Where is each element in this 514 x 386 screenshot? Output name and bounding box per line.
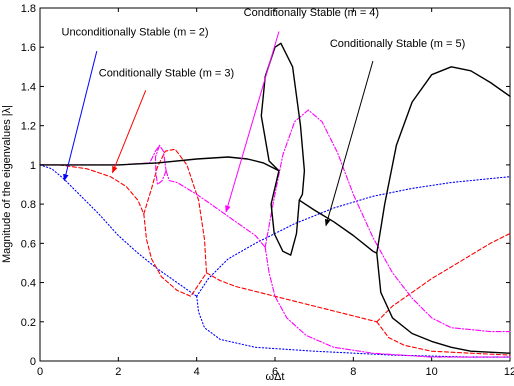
y-tick-label: 0.8 — [21, 199, 36, 211]
annotation-arrow — [63, 51, 98, 182]
annotation-label: Conditionally Stable (m = 4) — [244, 7, 379, 19]
annotation-arrow — [111, 90, 147, 174]
y-tick-label: 0.2 — [21, 317, 36, 329]
annotation-label: Conditionally Stable (m = 3) — [99, 68, 234, 80]
series-0-branch-2 — [196, 295, 511, 358]
series-1-branch-5 — [376, 321, 511, 356]
series-1-branch-2 — [143, 213, 208, 297]
x-tick-label: 2 — [115, 366, 121, 378]
y-tick-label: 1.4 — [21, 81, 36, 93]
series-2-branch-4 — [264, 246, 511, 358]
series-1-branch-3 — [205, 272, 378, 323]
series-3-branch-4 — [376, 66, 511, 254]
x-tick-label: 8 — [350, 366, 356, 378]
series-2-branch-2 — [165, 170, 266, 248]
y-tick-label: 1.8 — [21, 3, 36, 15]
series-3-branch-2 — [270, 170, 300, 256]
y-tick-label: 0.6 — [21, 238, 36, 250]
axis-ticks: 0 2 4 6 8 10 12 0 0.2 0.4 0.6 0.8 1 1.2 1.4 1.6 1.8 — [21, 3, 514, 378]
y-tick-label: 1.2 — [21, 121, 36, 133]
series-1-branch-1 — [143, 148, 208, 274]
annotation-arrow — [324, 60, 374, 227]
series-3-branch-1 — [260, 42, 306, 201]
annotation-arrow — [225, 31, 280, 213]
series-3-branch-5 — [376, 252, 511, 354]
x-tick-label: 6 — [272, 366, 278, 378]
annotation-label: Unconditionally Stable (m = 2) — [62, 26, 209, 38]
x-axis-title: ωΔt — [266, 371, 285, 383]
series-2-branch-3 — [264, 109, 511, 333]
x-tick-label: 12 — [504, 366, 514, 378]
x-tick-label: 4 — [194, 366, 200, 378]
series-1-branch-4 — [376, 232, 511, 323]
y-tick-label: 0 — [30, 356, 36, 368]
annotation-label: Conditionally Stable (m = 5) — [330, 38, 465, 50]
series-3-branch-3 — [298, 199, 378, 254]
x-tick-label: 0 — [37, 366, 43, 378]
y-axis-title: Magnitude of the eigenvalues |λ| — [1, 105, 13, 263]
series-group — [39, 42, 511, 358]
series-3-branch-0 — [39, 156, 280, 172]
y-tick-label: 1.6 — [21, 42, 36, 54]
annotation-group: Unconditionally Stable (m = 2) Conditiona… — [62, 7, 465, 227]
series-0-branch-1 — [196, 176, 511, 297]
series-0-branch-0 — [39, 164, 198, 297]
y-tick-label: 1 — [30, 160, 36, 172]
y-tick-label: 0.4 — [21, 278, 36, 290]
x-tick-label: 10 — [426, 366, 438, 378]
series-2-branch-1 — [154, 144, 167, 186]
